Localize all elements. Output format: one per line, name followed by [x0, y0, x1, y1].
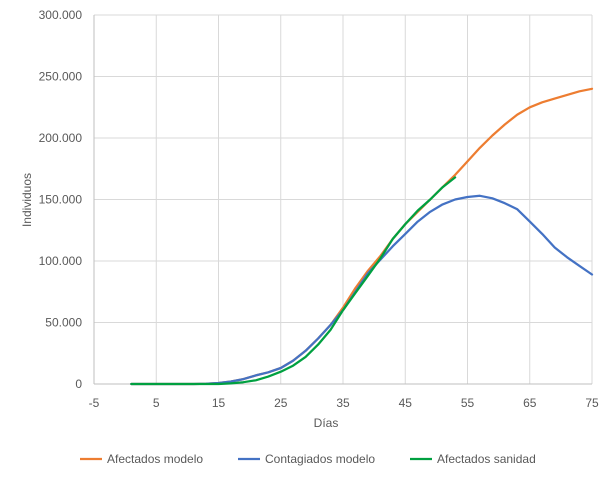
y-tick-label: 300.000	[39, 8, 83, 22]
legend-label: Afectados sanidad	[437, 452, 536, 466]
series-line-2	[130, 194, 594, 386]
legend: Afectados modelo Contagiados modelo Afecta…	[80, 452, 536, 466]
x-tick-label: 55	[461, 396, 475, 410]
x-tick-label: 45	[399, 396, 413, 410]
y-tick-label: 50.000	[45, 316, 82, 330]
y-axis-label: Individuos	[20, 173, 34, 227]
grid	[94, 14, 593, 384]
x-tick-label: -5	[89, 396, 100, 410]
series-lines	[130, 87, 594, 386]
series-line-3	[130, 176, 457, 386]
x-tick-label: 15	[212, 396, 226, 410]
x-tick-label: 35	[336, 396, 350, 410]
legend-label: Contagiados modelo	[265, 452, 375, 466]
x-tick-label: 5	[153, 396, 160, 410]
x-tick-label: 65	[523, 396, 537, 410]
legend-label: Afectados modelo	[107, 452, 203, 466]
y-tick-label: 150.000	[39, 193, 83, 207]
x-tick-label: 25	[274, 396, 288, 410]
x-axis-label: Días	[314, 416, 339, 430]
y-tick-label: 100.000	[39, 254, 83, 268]
y-tick-label: 250.000	[39, 70, 83, 84]
y-tick-label: 0	[75, 377, 82, 391]
y-tick-label: 200.000	[39, 131, 83, 145]
x-tick-label: 75	[585, 396, 599, 410]
tick-labels: -5 5 15 25 35 45 55 65 75 0 50.000 100.000 150.000 20…	[39, 8, 599, 410]
series-line-1	[130, 87, 594, 386]
